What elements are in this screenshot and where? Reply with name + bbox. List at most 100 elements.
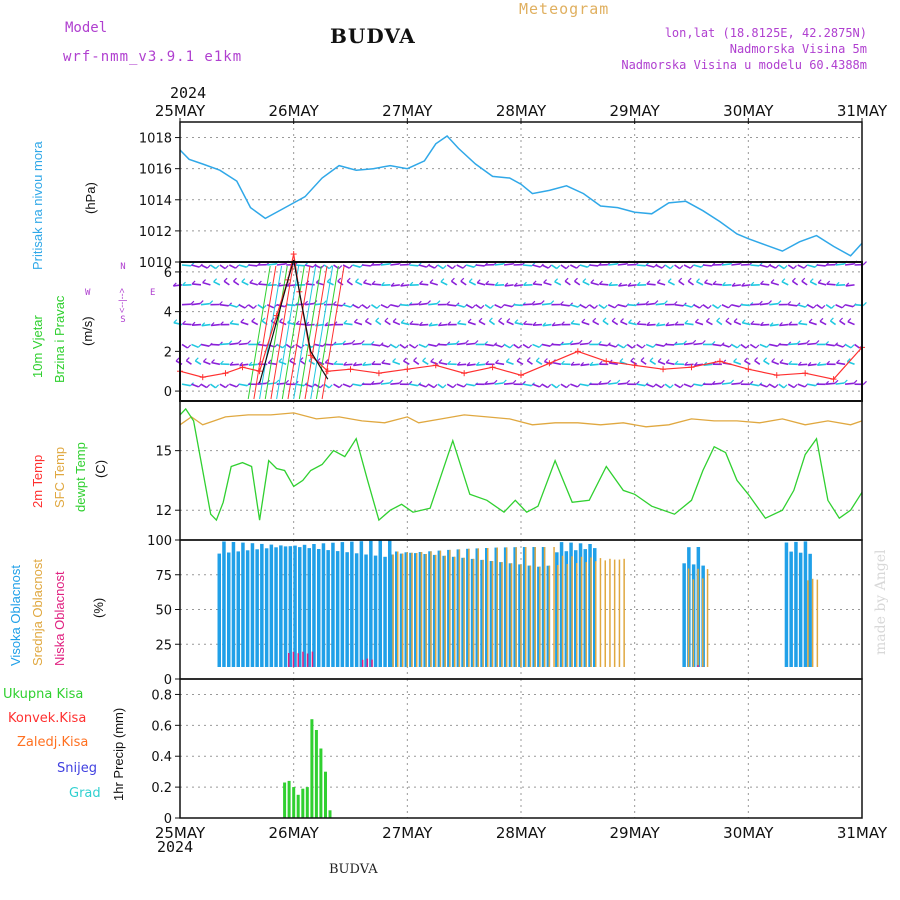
cloud-bar (458, 549, 461, 667)
cloud-bar (437, 550, 442, 667)
wind-barb-flag (240, 318, 245, 323)
wind-streak (270, 265, 294, 400)
wind-barb (229, 303, 238, 308)
wind-barb-flag (745, 344, 750, 349)
cloud-bar (227, 552, 231, 667)
wind-barb-flag (337, 277, 342, 282)
wind-barb-flag (504, 282, 509, 287)
wind-barb-flag (433, 384, 438, 389)
cloud-bar (306, 653, 309, 667)
wind-barb-flag (466, 361, 471, 366)
wind-barb (363, 281, 372, 286)
wind-barb-flag (442, 265, 447, 270)
wind-barb (238, 264, 247, 268)
wind-barb-flag (182, 320, 186, 325)
wind-barb (504, 284, 514, 287)
pressure-line (179, 135, 863, 257)
wind-barb (372, 283, 381, 286)
wind-barb-flag (783, 384, 788, 389)
wind-barb (465, 264, 475, 268)
wind-barb-flag (667, 278, 672, 283)
wind-barb (541, 343, 551, 347)
wind-streak (298, 265, 322, 400)
wind-barb (657, 360, 666, 366)
wind-barb (797, 303, 806, 308)
wind-barb-flag (440, 278, 445, 283)
cloud-bar (682, 563, 686, 667)
wind-barb-flag (721, 281, 726, 286)
wind-barb (361, 304, 368, 310)
precip-bar (310, 719, 314, 818)
wind-barb-flag (787, 341, 792, 346)
wind-barb (535, 360, 543, 365)
wind-barb (267, 382, 277, 385)
wind-barb-flag (560, 321, 565, 326)
wind-streak (259, 265, 283, 400)
wind-barb (418, 302, 428, 306)
wind-barb (516, 360, 524, 365)
wind-barb (371, 304, 378, 309)
wind-barb-flag (206, 264, 211, 269)
wind-barb-flag (409, 281, 414, 286)
wind-barb (389, 343, 397, 349)
wind-barb (485, 283, 495, 286)
wind-barb-flag (627, 282, 632, 287)
wind-barb (760, 323, 770, 326)
wind-barb (494, 303, 502, 309)
wind-barb-flag (655, 322, 660, 327)
wind-barb-flag (289, 357, 294, 362)
wind-barb-flag (422, 357, 427, 362)
x-tick-label-bottom: 26MAY (269, 824, 320, 842)
wind-barb-flag (618, 282, 622, 287)
wind-barb-flag (460, 277, 465, 282)
wind-barb-flag (569, 340, 574, 345)
wind-barb-flag (295, 320, 300, 325)
wind-barb-flag (371, 360, 376, 365)
wind-barb (628, 321, 637, 326)
wind-barb (403, 360, 410, 365)
wind-barb-flag (590, 279, 595, 284)
wind-barb-flag (244, 304, 249, 309)
wind-barb-flag (471, 304, 476, 309)
wind-barb (570, 363, 580, 366)
wind-barb-flag (641, 344, 646, 349)
wind-barb-flag (834, 379, 839, 384)
wind-barb (413, 359, 420, 365)
cloud-bar (532, 547, 536, 667)
wind-barb (617, 303, 626, 308)
wind-barb (209, 383, 217, 389)
wind-barb (721, 263, 731, 266)
wind-barb-flag (570, 319, 575, 324)
wind-barb-flag (693, 361, 698, 366)
wind-barb-flag (809, 278, 814, 283)
wind-barb-flag (235, 264, 240, 269)
wind-barb (560, 303, 570, 307)
wind-barb (807, 342, 817, 346)
wind-barb (733, 320, 742, 326)
wind-barb (636, 343, 643, 349)
cloud-bar (245, 550, 250, 667)
wind-barb (754, 359, 761, 365)
wind-barb (655, 343, 665, 347)
cloud-bar (503, 547, 508, 667)
wind-barb-flag (705, 317, 710, 322)
wind-barb-flag (763, 357, 768, 362)
wind-barb (550, 383, 558, 389)
cloud-bar (326, 550, 330, 667)
wind-barb (740, 303, 750, 307)
wind-barb-flag (225, 384, 230, 389)
wind-barb (787, 383, 795, 389)
wind-barb-flag (645, 300, 650, 305)
wind-barb (241, 280, 249, 286)
wind-barb-flag (646, 321, 651, 326)
wind-barb (342, 342, 352, 346)
wind-barb (409, 383, 418, 387)
wind-barb-flag (863, 380, 867, 385)
y-tick-label: 6 (164, 266, 172, 281)
wind-barb (721, 303, 729, 309)
wind-barb (788, 303, 798, 307)
wind-barb-flag (211, 359, 215, 364)
wind-barb (446, 383, 454, 389)
wind-barb-flag (404, 344, 409, 349)
wind-barb (808, 321, 817, 326)
